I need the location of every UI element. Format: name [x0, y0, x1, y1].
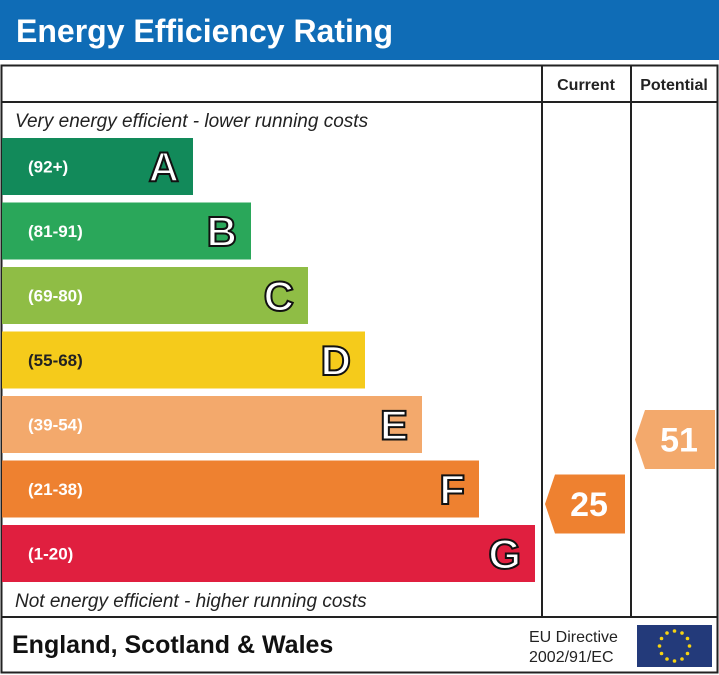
region-label: England, Scotland & Wales	[12, 631, 333, 659]
current-rating-value: 25	[570, 486, 608, 524]
star-icon	[672, 659, 677, 663]
star-icon	[687, 644, 692, 648]
band-bar-c	[2, 267, 308, 324]
band-range-c: (69-80)	[28, 287, 83, 306]
eu-flag-icon	[637, 625, 712, 667]
band-letter-d: D	[321, 337, 351, 384]
potential-rating-arrow	[635, 410, 715, 469]
band-bar-a	[2, 138, 193, 195]
star-icon	[665, 657, 669, 661]
band-bar-g	[2, 525, 535, 582]
chart-title: Energy Efficiency Rating	[16, 13, 393, 49]
band-letter-c: C	[264, 273, 294, 320]
band-bar-d	[2, 331, 365, 389]
potential-rating-value: 51	[660, 422, 698, 460]
band-range-a: (92+)	[28, 158, 68, 177]
band-bar-e	[2, 396, 422, 453]
bottom-note: Not energy efficient - higher running co…	[15, 591, 367, 612]
band-bar-f	[2, 460, 479, 518]
chart-frame	[0, 64, 719, 674]
band-letter-g: G	[488, 531, 521, 578]
top-note: Very energy efficient - lower running co…	[15, 111, 369, 132]
potential-column-header: Potential	[640, 77, 708, 94]
band-letter-b: B	[207, 208, 237, 255]
star-icon	[680, 657, 684, 661]
directive-line2: 2002/91/EC	[529, 649, 614, 666]
band-range-f: (21-38)	[28, 480, 83, 499]
star-icon	[659, 651, 664, 656]
star-icon	[665, 631, 669, 635]
star-icon	[659, 636, 664, 641]
band-letter-a: A	[149, 144, 179, 191]
band-range-b: (81-91)	[28, 222, 83, 241]
band-range-e: (39-54)	[28, 416, 83, 435]
band-range-g: (1-20)	[28, 545, 73, 564]
star-icon	[685, 636, 690, 641]
band-letter-f: F	[439, 466, 465, 513]
band-range-d: (55-68)	[28, 351, 83, 370]
directive-line1: EU Directive	[529, 629, 618, 646]
star-icon	[672, 629, 677, 633]
star-icon	[680, 631, 684, 635]
star-icon	[685, 651, 690, 656]
star-icon	[657, 644, 662, 648]
band-bar-b	[2, 202, 251, 260]
band-letter-e: E	[380, 402, 408, 449]
current-column-header: Current	[557, 77, 615, 94]
current-rating-arrow	[545, 474, 625, 534]
title-banner	[0, 0, 719, 60]
